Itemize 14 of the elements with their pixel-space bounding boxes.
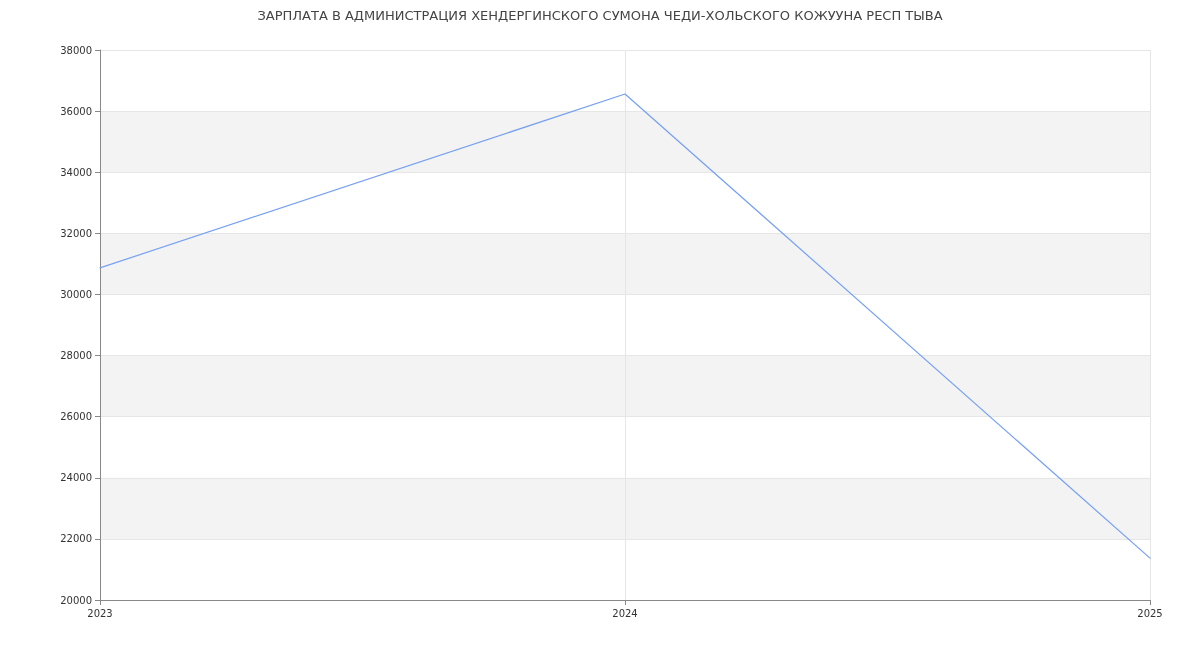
y-tick-label: 30000 <box>60 288 92 300</box>
x-tick-label: 2023 <box>87 607 113 619</box>
y-tick-label: 32000 <box>60 227 92 239</box>
y-tick-label: 22000 <box>60 533 92 545</box>
y-tick-label: 36000 <box>60 105 92 117</box>
y-tick-label: 26000 <box>60 411 92 423</box>
y-tick-label: 20000 <box>60 594 92 606</box>
y-tick-label: 24000 <box>60 472 92 484</box>
y-tick-label: 28000 <box>60 350 92 362</box>
y-tick-label: 38000 <box>60 44 92 56</box>
chart-title: ЗАРПЛАТА В АДМИНИСТРАЦИЯ ХЕНДЕРГИНСКОГО СУМОНА ЧЕДИ-ХОЛЬСКОГО КОЖУУНА РЕСП ТЫВА <box>257 8 943 23</box>
x-tick-label: 2024 <box>612 607 638 619</box>
y-tick-label: 34000 <box>60 166 92 178</box>
x-tick-label: 2025 <box>1137 607 1163 619</box>
